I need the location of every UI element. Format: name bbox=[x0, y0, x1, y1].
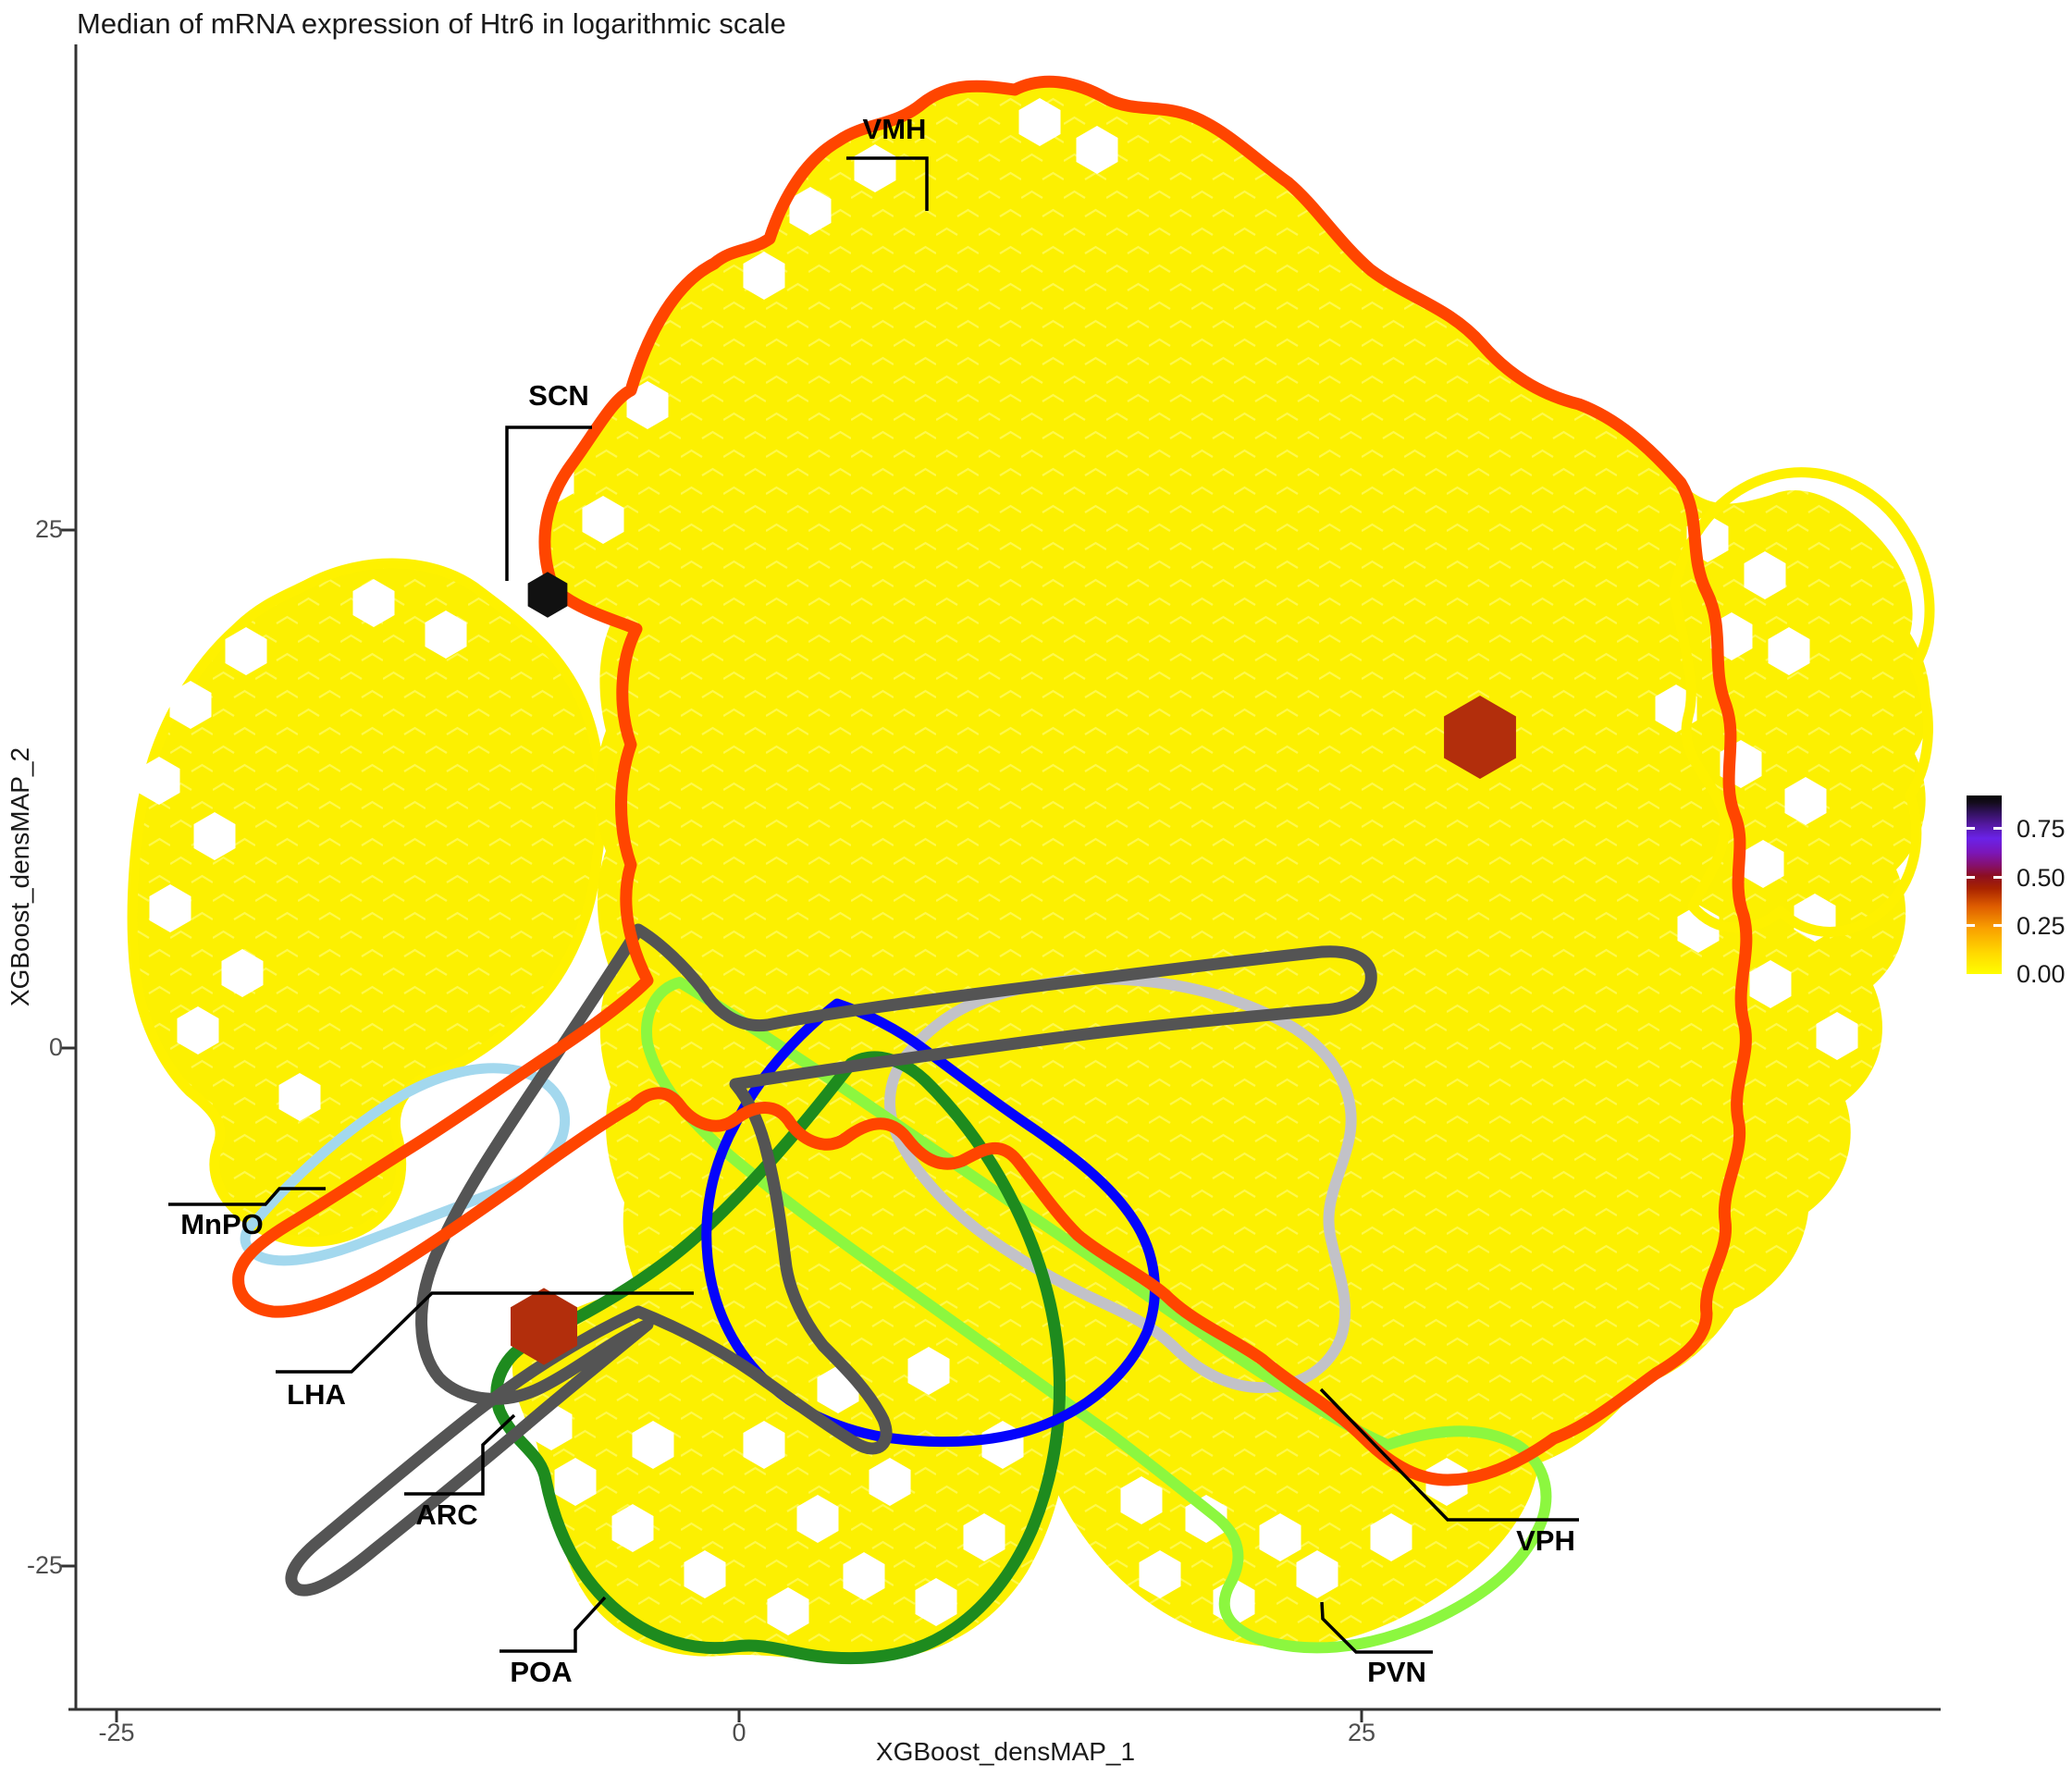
contour-vmh bbox=[232, 75, 1753, 1486]
x-tick-0: 0 bbox=[732, 1719, 746, 1746]
region-label-arc: ARC bbox=[415, 1498, 478, 1531]
contour-unlabeled-yellow bbox=[1669, 467, 1935, 937]
poa-leader bbox=[500, 1596, 607, 1653]
left-blob bbox=[127, 558, 607, 1247]
region-label-mnpo: MnPO bbox=[180, 1208, 264, 1240]
vmh-leader bbox=[846, 156, 929, 211]
colorbar-label-025: 0.25 bbox=[2016, 912, 2066, 940]
axes bbox=[61, 44, 1941, 1722]
y-tick-neg25: -25 bbox=[26, 1551, 63, 1579]
colorbar-tickmark bbox=[1993, 924, 2002, 927]
vph-leader bbox=[1319, 1388, 1579, 1522]
mnpo-leader bbox=[168, 1187, 326, 1206]
contour-pvn bbox=[641, 977, 1552, 1654]
colorbar-tickmark bbox=[1993, 827, 2002, 830]
arc-leader bbox=[404, 1413, 516, 1496]
region-label-scn: SCN bbox=[528, 379, 589, 412]
colorbar-label-000: 0.00 bbox=[2016, 960, 2066, 988]
region-label-lha: LHA bbox=[287, 1378, 346, 1411]
colorbar-tickmark bbox=[1967, 876, 1975, 879]
main-blob bbox=[541, 80, 1930, 1527]
hexbin-field bbox=[127, 80, 1930, 1662]
region-label-vph: VPH bbox=[1516, 1524, 1575, 1557]
leader-lines bbox=[168, 156, 1579, 1654]
x-tick-neg25: -25 bbox=[98, 1719, 135, 1746]
region-label-poa: POA bbox=[510, 1656, 573, 1688]
colorbar-tickmark bbox=[1967, 827, 1975, 830]
y-tick-25: 25 bbox=[34, 515, 63, 543]
pvn-leader bbox=[1320, 1601, 1433, 1654]
x-axis-title: XGBoost_densMAP_1 bbox=[875, 1737, 1136, 1766]
chart-title: Median of mRNA expression of Htr6 in log… bbox=[77, 7, 786, 40]
region-label-vmh: VMH bbox=[862, 113, 927, 145]
x-tick-25: 25 bbox=[1347, 1719, 1376, 1746]
contour-lha bbox=[285, 923, 1377, 1597]
colorbar-gradient bbox=[1967, 796, 2002, 974]
colorbar-label-050: 0.50 bbox=[2016, 864, 2066, 892]
colorbar-tickmark bbox=[1967, 924, 1975, 927]
region-label-pvn: PVN bbox=[1367, 1656, 1426, 1688]
colorbar-label-075: 0.75 bbox=[2016, 815, 2066, 843]
scn-leader bbox=[505, 426, 592, 581]
y-tick-0: 0 bbox=[48, 1033, 63, 1061]
lha-leader bbox=[276, 1291, 694, 1374]
colorbar-tickmark bbox=[1993, 876, 2002, 879]
contour-arc bbox=[701, 998, 1160, 1448]
y-axis-title: XGBoost_densMAP_2 bbox=[6, 746, 34, 1007]
